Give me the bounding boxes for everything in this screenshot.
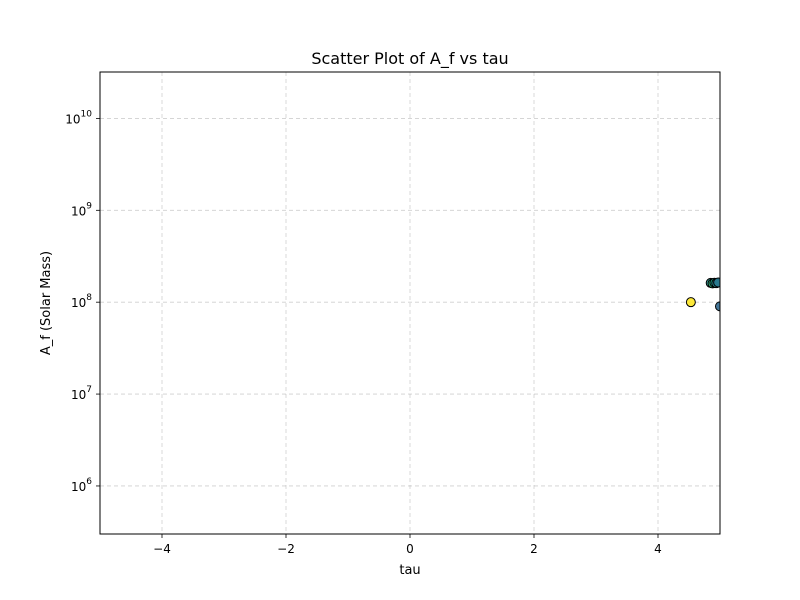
x-tick-label: 2 bbox=[530, 542, 538, 556]
data-point bbox=[715, 301, 720, 312]
y-tick-label: 108 bbox=[71, 293, 92, 310]
y-axis-ticks: 106 107 108 109 1010 bbox=[65, 109, 100, 494]
data-point bbox=[685, 297, 696, 308]
y-axis-label: A_f (Solar Mass) bbox=[39, 251, 54, 355]
data-point bbox=[713, 277, 720, 288]
x-axis-label: tau bbox=[399, 563, 420, 578]
y-tick-label: 1010 bbox=[65, 109, 92, 126]
x-tick-label: 4 bbox=[654, 542, 662, 556]
x-axis-ticks: −4 −2 0 2 4 bbox=[153, 534, 662, 556]
data-points bbox=[685, 277, 720, 312]
chart-title: Scatter Plot of A_f vs tau bbox=[311, 49, 508, 69]
y-tick-label: 106 bbox=[71, 477, 92, 494]
y-tick-label: 109 bbox=[71, 201, 92, 218]
grid-lines bbox=[100, 72, 720, 534]
y-tick-label: 107 bbox=[71, 385, 92, 402]
x-tick-label: −2 bbox=[277, 542, 295, 556]
x-tick-label: −4 bbox=[153, 542, 171, 556]
x-tick-label: 0 bbox=[406, 542, 414, 556]
